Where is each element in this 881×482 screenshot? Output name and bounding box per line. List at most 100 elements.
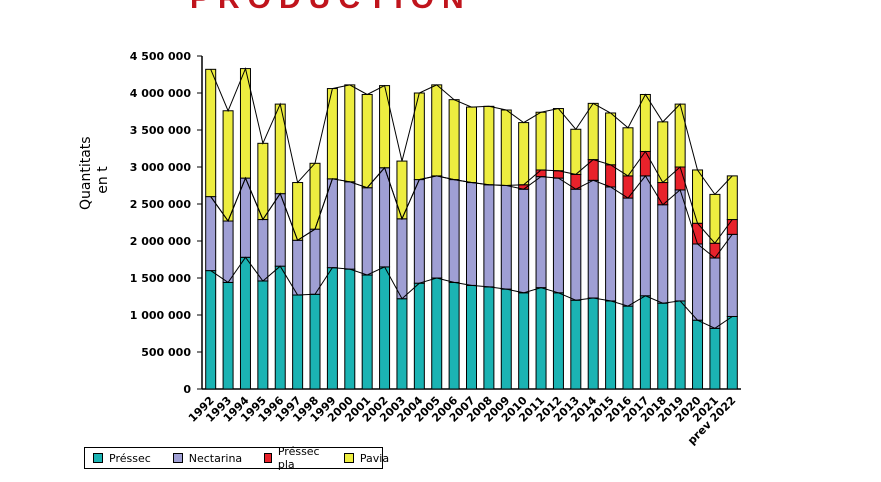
bar-segment-pavia-2010 bbox=[518, 122, 530, 186]
bar-segment-nectarina-2000 bbox=[344, 181, 356, 270]
bar-segment-pr-ssec-pla-2016 bbox=[622, 175, 634, 199]
bar-segment-pr-ssec-2012 bbox=[552, 292, 564, 390]
bar-segment-pr-ssec-2008 bbox=[483, 286, 495, 390]
bar-segment-nectarina-2004 bbox=[413, 179, 425, 284]
series-line-pr-ssec-pla bbox=[210, 150, 733, 244]
bar-segment-pr-ssec-2013 bbox=[570, 299, 582, 390]
bar-segment-nectarina-1993 bbox=[222, 220, 234, 283]
bar-segment-pavia-1996 bbox=[274, 103, 286, 195]
bar-segment-pavia-2005 bbox=[431, 84, 443, 177]
bar-segment-pavia-2008 bbox=[483, 105, 495, 186]
bar-segment-pr-ssec-2018 bbox=[657, 302, 669, 390]
bar-segment-nectarina-2008 bbox=[483, 184, 495, 288]
bar-segment-pr-ssec-2007 bbox=[466, 284, 477, 390]
bar-segment-pavia-2011 bbox=[535, 111, 547, 171]
bar-segment-nectarina-1994 bbox=[239, 177, 251, 258]
bar-segment-pr-ssec-1994 bbox=[239, 256, 251, 390]
y-tick-label: 4 500 000 bbox=[130, 50, 192, 63]
bar-segment-pr-ssec-2016 bbox=[622, 305, 634, 390]
bar-segment-pavia-2009 bbox=[500, 109, 512, 186]
legend-item-pressec: Préssec bbox=[93, 452, 151, 465]
bar-segment-nectarina-2016 bbox=[622, 197, 634, 307]
bar-segment-nectarina-2002 bbox=[379, 167, 391, 268]
legend-label-pavia: Pavia bbox=[359, 451, 390, 465]
y-tick-label: 1 000 000 bbox=[130, 309, 192, 322]
bar-segment-pavia-2018 bbox=[657, 121, 669, 184]
bar-segment-nectarina-2010 bbox=[518, 188, 530, 294]
legend: Préssec Nectarina Préssec pla Pavia bbox=[84, 445, 389, 471]
bar-segment-nectarina-2013 bbox=[570, 188, 582, 301]
legend-label-nectarina: Nectarina bbox=[188, 451, 243, 465]
y-tick-label: 0 bbox=[183, 383, 191, 396]
y-tick-label: 4 000 000 bbox=[130, 87, 192, 100]
bar-segment-pr-ssec-pla-prev-2022 bbox=[726, 219, 738, 235]
legend-swatch-pressec-pla bbox=[264, 453, 272, 463]
bar-segment-pavia-2013 bbox=[570, 128, 582, 175]
legend-label-pressec-pla: Préssec pla bbox=[277, 445, 320, 471]
series-line-pavia bbox=[210, 66, 733, 196]
series-line-pr-ssec bbox=[210, 256, 733, 329]
bar-segment-pavia-1995 bbox=[257, 142, 269, 221]
bar-segment-pavia-1993 bbox=[222, 110, 234, 222]
y-tick-label: 2 000 000 bbox=[130, 235, 192, 248]
page-title-fragment: PRODUCTION bbox=[190, 0, 472, 16]
bar-segment-nectarina-1992 bbox=[205, 196, 217, 272]
bar-segment-pr-ssec-2005 bbox=[431, 277, 443, 390]
bar-segment-pr-ssec-1992 bbox=[205, 270, 217, 390]
bar-segment-pr-ssec-pla-2017 bbox=[639, 150, 651, 177]
bar-segment-pr-ssec-2014 bbox=[587, 297, 599, 390]
bar-segment-pr-ssec-2006 bbox=[448, 281, 460, 390]
bar-segment-pavia-2000 bbox=[344, 84, 356, 183]
bar-segment-pavia-2001 bbox=[361, 93, 373, 189]
y-tick-label: 2 500 000 bbox=[130, 198, 192, 211]
bar-segment-nectarina-2018 bbox=[657, 204, 669, 304]
y-tick-label: 3 000 000 bbox=[130, 161, 192, 174]
bar-segment-nectarina-2014 bbox=[587, 179, 599, 299]
legend-swatch-pressec bbox=[93, 453, 103, 463]
bar-segment-pr-ssec-1997 bbox=[292, 294, 304, 390]
bar-segment-nectarina-1998 bbox=[309, 228, 321, 295]
bar-segment-pr-ssec-2021 bbox=[709, 327, 721, 390]
bar-segment-pavia-2016 bbox=[622, 127, 634, 177]
bar-segment-pr-ssec-1995 bbox=[257, 280, 269, 390]
bar-segment-nectarina-2017 bbox=[639, 175, 651, 297]
legend-label-pressec: Préssec bbox=[109, 451, 151, 465]
bar-segment-nectarina-2007 bbox=[466, 182, 477, 286]
y-tick-label: 3 500 000 bbox=[130, 124, 192, 137]
bar-segment-pr-ssec-2011 bbox=[535, 287, 547, 390]
bar-segment-nectarina-2011 bbox=[535, 176, 547, 289]
bar-segment-pavia-2021 bbox=[709, 193, 721, 244]
bar-segment-pr-ssec-2002 bbox=[379, 266, 391, 390]
bar-segment-pr-ssec-2001 bbox=[361, 274, 373, 390]
bar-segment-pr-ssec-1998 bbox=[309, 293, 321, 390]
bar-segment-pavia-2019 bbox=[674, 103, 686, 168]
legend-item-pressec-pla: Préssec pla bbox=[264, 445, 322, 471]
y-tick-label: 1 500 000 bbox=[130, 272, 192, 285]
bar-segment-nectarina-2015 bbox=[605, 186, 617, 302]
bar-segment-pr-ssec-2004 bbox=[413, 282, 425, 390]
bar-segment-nectarina-prev-2022 bbox=[726, 233, 738, 317]
bar-segment-nectarina-2009 bbox=[500, 185, 512, 290]
bar-segment-pavia-prev-2022 bbox=[726, 175, 738, 221]
bar-segment-pr-ssec-2019 bbox=[674, 300, 686, 390]
legend-item-pavia: Pavia bbox=[343, 451, 390, 465]
bar-segment-pr-ssec-2000 bbox=[344, 268, 356, 390]
bar-segment-nectarina-2003 bbox=[396, 218, 408, 300]
bar-segment-pavia-2002 bbox=[379, 85, 391, 169]
bar-segment-pr-ssec-2017 bbox=[639, 295, 651, 390]
legend-swatch-nectarina bbox=[172, 453, 183, 463]
bar-segment-nectarina-2006 bbox=[448, 179, 460, 283]
bar-segment-nectarina-2020 bbox=[692, 243, 704, 321]
bar-segment-nectarina-2021 bbox=[709, 257, 721, 329]
bar-segment-pavia-2006 bbox=[448, 99, 460, 181]
bar-segment-pr-ssec-1993 bbox=[222, 281, 234, 390]
bar-segment-nectarina-2005 bbox=[431, 175, 443, 279]
bar-segment-nectarina-1997 bbox=[292, 239, 304, 296]
bar-segment-pavia-2014 bbox=[587, 102, 599, 161]
bar-segment-pavia-2015 bbox=[605, 112, 617, 166]
y-axis-label: Quantitats en t bbox=[78, 136, 112, 210]
bar-segment-pr-ssec-1999 bbox=[326, 267, 338, 390]
bar-segment-pavia-2020 bbox=[692, 169, 704, 224]
bar-segment-nectarina-1999 bbox=[326, 178, 338, 269]
